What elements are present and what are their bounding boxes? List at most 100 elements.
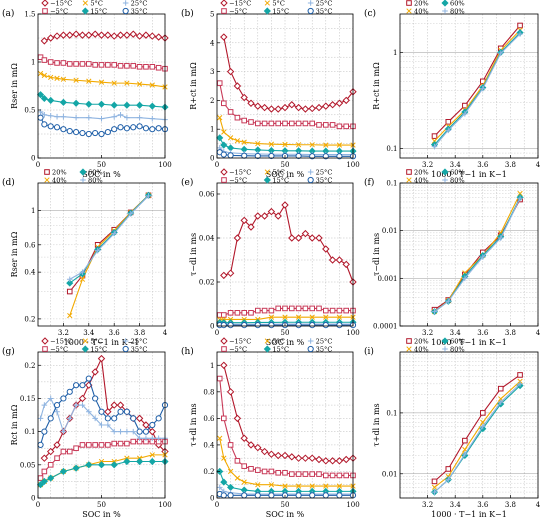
y-tick-label: 0.04	[199, 235, 215, 243]
data-point	[155, 125, 162, 132]
data-point	[67, 312, 73, 319]
data-point	[247, 441, 255, 449]
legend: 20% 60% 40% 80%	[406, 0, 465, 16]
data-point	[136, 101, 144, 109]
data-point	[309, 142, 315, 148]
legend-marker	[442, 8, 448, 14]
y-tick-label: 0.01	[382, 227, 398, 235]
data-point	[60, 448, 67, 455]
legend-label: 5°C	[90, 0, 103, 8]
y-tick-label: 0.06	[199, 191, 215, 199]
legend-label: 60%	[88, 169, 103, 177]
data-point	[216, 134, 224, 142]
x-tick-label: 0	[215, 501, 219, 509]
legend-marker	[220, 168, 228, 176]
legend-marker	[264, 169, 270, 175]
legend: 20% 60% 40% 80%	[44, 168, 103, 185]
data-point	[323, 483, 329, 489]
data-point	[445, 119, 452, 125]
data-point	[294, 234, 303, 242]
data-point	[335, 457, 344, 465]
data-point	[97, 100, 106, 108]
data-point	[135, 32, 144, 40]
data-point	[41, 402, 48, 408]
legend-marker	[307, 0, 314, 6]
x-tick-label: 0	[215, 161, 219, 169]
legend-label: 25°C	[316, 169, 333, 177]
legend-marker	[41, 337, 49, 345]
data-point	[517, 372, 523, 378]
legend-label: 80%	[88, 177, 103, 185]
data-point	[248, 119, 254, 125]
data-point	[480, 410, 486, 416]
y-tick-label: 0	[31, 155, 35, 163]
data-point	[241, 463, 247, 469]
data-point	[268, 120, 275, 127]
data-point	[220, 478, 228, 486]
data-point	[79, 402, 86, 408]
data-point	[130, 438, 137, 445]
series-line	[434, 32, 521, 146]
legend-label: −5°C	[229, 177, 247, 185]
data-point	[240, 93, 248, 102]
data-point	[149, 452, 155, 458]
data-point	[53, 124, 61, 131]
legend-marker	[79, 168, 87, 176]
panel-label: (d)	[2, 177, 15, 188]
x-tick-label: 3.8	[505, 161, 516, 169]
data-point	[60, 428, 67, 435]
data-point	[47, 59, 54, 65]
data-point	[220, 33, 228, 41]
data-point	[149, 64, 156, 70]
data-point	[72, 99, 80, 107]
data-point	[60, 126, 67, 133]
data-point	[282, 469, 288, 476]
legend-label: 40%	[414, 8, 429, 16]
data-point	[136, 457, 144, 466]
data-point	[309, 153, 316, 160]
data-point	[497, 385, 504, 392]
x-axis-label: 1000 · T−1 in K−1	[431, 510, 507, 519]
data-point	[40, 454, 49, 462]
data-point	[221, 312, 227, 318]
data-point	[135, 414, 144, 423]
x-axis-label: SOC in %	[266, 338, 305, 347]
y-tick-label: 3	[210, 68, 214, 76]
legend-label: 25°C	[316, 0, 333, 8]
data-point	[104, 31, 112, 39]
data-point	[36, 91, 45, 99]
data-point	[254, 322, 261, 329]
data-point	[220, 322, 227, 329]
data-point	[85, 100, 93, 108]
data-point	[268, 322, 275, 329]
chart-panel: 3.2 3.4 3.6 3.8 4 0.01 0.1 1000 · T−1 in K−1 τ+d…	[364, 337, 541, 519]
data-point	[110, 101, 118, 109]
data-point	[315, 103, 323, 112]
data-point	[148, 32, 157, 40]
legend-label: 15°C	[272, 177, 289, 185]
series-25C	[37, 109, 168, 123]
data-point	[41, 121, 48, 128]
data-point	[234, 310, 241, 316]
y-axis-label: Rct in mΩ	[10, 404, 19, 445]
data-point	[328, 457, 337, 465]
data-point	[36, 481, 45, 489]
data-point	[85, 130, 92, 138]
data-point	[60, 113, 67, 120]
data-point	[117, 124, 124, 131]
data-point	[322, 102, 330, 110]
data-point	[86, 78, 92, 84]
legend-marker	[42, 346, 48, 352]
data-point	[78, 31, 87, 39]
data-point	[336, 314, 343, 320]
data-point	[110, 401, 118, 409]
x-tick-label: 3.2	[58, 329, 69, 337]
data-point	[97, 354, 106, 363]
series-20	[431, 22, 523, 139]
series-line	[434, 199, 521, 311]
data-point	[92, 62, 98, 68]
data-point	[431, 133, 438, 139]
legend-label: 20%	[52, 169, 67, 177]
data-point	[73, 77, 79, 83]
x-tick-label: 4	[163, 329, 168, 337]
